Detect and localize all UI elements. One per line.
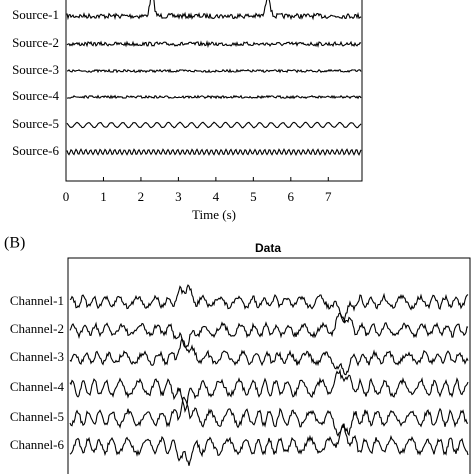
x-tick-label: 2 [138,189,145,204]
signal-trace [66,121,362,129]
signal-trace [66,68,362,74]
signal-trace [69,337,469,376]
row-label: Source-2 [12,35,59,50]
row-label: Channel-4 [10,379,65,394]
signal-trace [69,423,469,466]
signal-trace [69,396,469,437]
row-label: Source-5 [12,116,59,131]
x-tick-label: 4 [213,189,220,204]
row-label: Channel-3 [10,349,64,364]
row-label: Source-1 [12,7,59,22]
x-tick-label: 5 [250,189,257,204]
x-tick-label: 0 [63,189,70,204]
signal-trace [66,148,362,156]
row-label: Channel-5 [10,409,64,424]
row-label: Source-6 [12,143,59,158]
x-tick-label: 6 [288,189,295,204]
x-tick-label: 7 [325,189,332,204]
row-label: Channel-2 [10,321,64,336]
row-label: Source-4 [12,88,59,103]
signal-trace [69,368,469,414]
row-label: Channel-1 [10,293,64,308]
panel-a-frame [65,0,363,182]
signal-trace [66,94,362,100]
row-label: Channel-6 [10,437,65,452]
panel-title: Data [255,241,281,255]
x-axis-label: Time (s) [192,207,236,222]
x-tick-label: 1 [100,189,107,204]
signal-trace [66,39,362,49]
x-tick-label: 3 [175,189,182,204]
signal-trace [69,284,469,324]
signal-trace [69,312,469,349]
signal-trace [66,0,362,21]
row-label: Source-3 [12,62,59,77]
panel-b-frame [67,257,471,474]
panel-label: (B) [4,235,25,252]
